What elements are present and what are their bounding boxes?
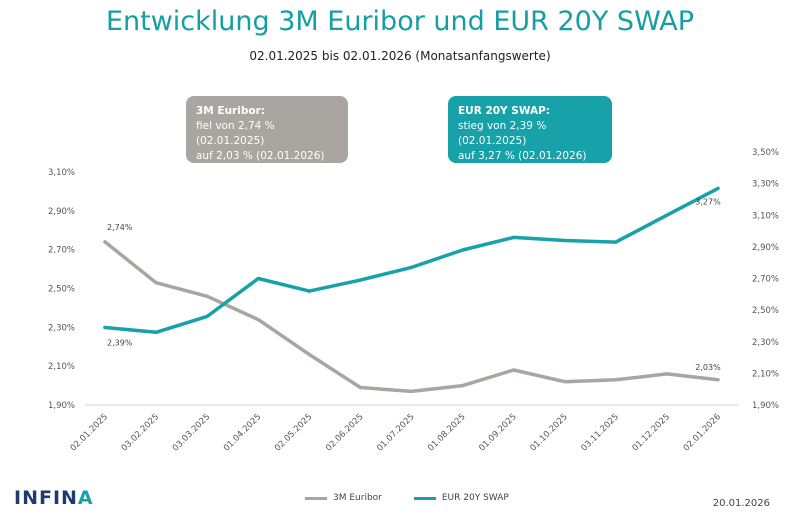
chart-legend: 3M Euribor EUR 20Y SWAP xyxy=(305,493,509,503)
left-tick-label: 2,10% xyxy=(48,362,75,372)
left-tick-label: 1,90% xyxy=(48,401,75,411)
x-tick-label: 02.01.2026 xyxy=(682,412,723,453)
x-tick-label: 02.01.2025 xyxy=(69,412,110,453)
right-tick-label: 3,50% xyxy=(752,148,779,158)
swap-point xyxy=(512,235,516,239)
chart-title: Entwicklung 3M Euribor und EUR 20Y SWAP xyxy=(105,6,695,37)
x-tick-label: 02.06.2025 xyxy=(324,412,365,453)
left-tick-label: 2,70% xyxy=(48,246,75,256)
euribor-point xyxy=(256,317,260,322)
euribor-point xyxy=(716,378,720,382)
data-label: 2,03% xyxy=(695,363,721,372)
euribor-point xyxy=(205,294,209,298)
right-tick-label: 2,70% xyxy=(752,275,779,285)
euribor-point xyxy=(154,281,158,285)
data-label: 2,39% xyxy=(107,339,133,348)
infina-logo: INFINA xyxy=(14,487,94,509)
euribor-point xyxy=(614,378,618,382)
swap-point xyxy=(205,314,209,319)
x-tick-label: 01.10.2025 xyxy=(528,412,569,453)
left-tick-label: 3,10% xyxy=(48,168,75,178)
euribor-point xyxy=(307,352,311,357)
right-tick-label: 3,10% xyxy=(752,211,779,221)
legend-swatch-euribor xyxy=(305,496,327,500)
euribor-point xyxy=(460,383,465,388)
euribor-point xyxy=(563,380,567,384)
swap-point xyxy=(563,238,567,243)
euribor-callout-line2: auf 2,03 % (02.01.2026) xyxy=(196,150,325,162)
swap-point xyxy=(358,278,363,282)
x-tick-label: 01.09.2025 xyxy=(477,412,518,453)
swap-point xyxy=(103,325,107,330)
right-tick-label: 1,90% xyxy=(752,401,779,411)
swap-callout: EUR 20Y SWAP: stieg von 2,39 % (02.01.20… xyxy=(448,96,612,163)
logo-text: INFIN xyxy=(14,487,78,509)
swap-callout-head: EUR 20Y SWAP: xyxy=(458,105,551,117)
x-tick-label: 03.03.2025 xyxy=(171,412,212,453)
data-label: 2,74% xyxy=(107,223,133,232)
legend-label-euribor: 3M Euribor xyxy=(333,493,382,503)
x-tick-label: 03.02.2025 xyxy=(120,412,161,453)
legend-item-euribor: 3M Euribor xyxy=(305,493,382,503)
x-tick-label: 01.04.2025 xyxy=(222,412,263,453)
x-tick-label: 01.08.2025 xyxy=(426,412,467,453)
euribor-series-line xyxy=(103,240,720,394)
right-tick-label: 2,30% xyxy=(752,338,779,348)
right-tick-label: 2,50% xyxy=(752,306,779,316)
euribor-point xyxy=(358,385,363,390)
right-tick-label: 2,10% xyxy=(752,369,779,379)
data-label: 3,27% xyxy=(695,197,721,206)
right-tick-label: 2,90% xyxy=(752,243,779,253)
right-tick-label: 3,30% xyxy=(752,180,779,190)
legend-label-swap: EUR 20Y SWAP xyxy=(441,493,509,503)
swap-point xyxy=(409,265,414,270)
legend-swatch-swap xyxy=(413,496,436,500)
euribor-callout-line1: fiel von 2,74 % (02.01.2025) xyxy=(196,120,275,147)
swap-callout-line2: auf 3,27 % (02.01.2026) xyxy=(458,150,587,162)
x-tick-label: 03.11.2025 xyxy=(579,412,620,453)
left-tick-label: 2,50% xyxy=(48,285,75,295)
date-stamp: 20.01.2026 xyxy=(712,498,770,509)
euribor-point xyxy=(512,368,516,372)
swap-point xyxy=(716,186,720,190)
legend-item-swap: EUR 20Y SWAP xyxy=(413,493,509,503)
euribor-callout: 3M Euribor: fiel von 2,74 % (02.01.2025)… xyxy=(186,96,348,163)
swap-point xyxy=(614,240,618,244)
logo-accent: A xyxy=(77,487,94,509)
swap-callout-line1: stieg von 2,39 % (02.01.2025) xyxy=(458,120,547,147)
euribor-point xyxy=(409,389,414,394)
swap-series-line xyxy=(103,186,720,335)
chart-subtitle: 02.01.2025 bis 02.01.2026 (Monatsanfangs… xyxy=(249,49,551,63)
swap-point xyxy=(665,213,669,217)
x-tick-label: 02.05.2025 xyxy=(273,412,314,453)
euribor-point xyxy=(665,372,669,376)
x-tick-label: 01.07.2025 xyxy=(375,412,416,453)
swap-point xyxy=(307,289,311,293)
swap-point xyxy=(154,330,158,334)
left-tick-label: 2,30% xyxy=(48,323,75,333)
left-tick-label: 2,90% xyxy=(48,207,75,217)
euribor-point xyxy=(103,240,107,244)
euribor-callout-head: 3M Euribor: xyxy=(196,105,265,117)
x-tick-label: 01.12.2025 xyxy=(631,412,672,453)
swap-point xyxy=(256,276,260,281)
swap-point xyxy=(460,248,465,252)
